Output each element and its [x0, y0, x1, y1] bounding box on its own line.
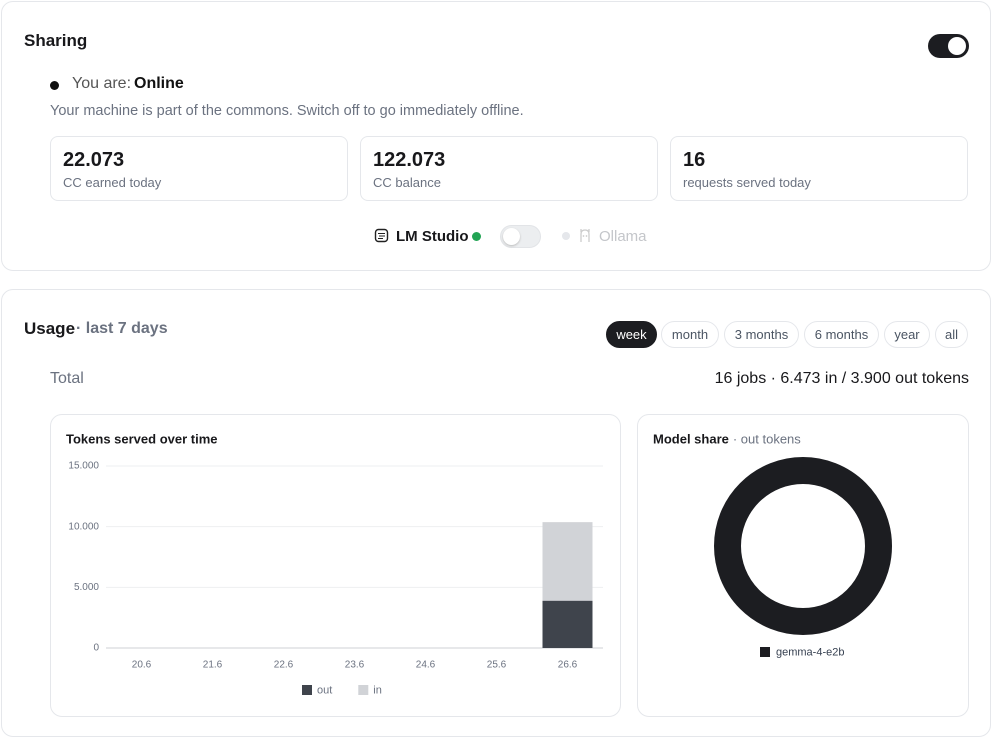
x-tick-label: 22.6 [274, 660, 294, 671]
backend-toggle[interactable] [500, 225, 541, 248]
total-summary: 16 jobs · 6.473 in / 3.900 out tokens [714, 370, 969, 387]
legend-swatch [358, 685, 369, 695]
legend-label: gemma-4-e2b [776, 646, 844, 658]
legend-label: in [373, 684, 382, 696]
x-tick-label: 26.6 [558, 660, 578, 671]
x-tick-label: 21.6 [203, 660, 223, 671]
stat-value: 22.073 [63, 149, 125, 171]
backend-dot [472, 232, 481, 241]
pie-slice [714, 457, 892, 635]
chart-title: Tokens served over time [66, 431, 218, 446]
status-dot [50, 81, 59, 90]
backend-dot [562, 232, 570, 240]
usage-period: · last 7 days [76, 320, 168, 337]
y-tick-label: 15.000 [68, 461, 99, 472]
range-pill[interactable]: month [661, 321, 719, 348]
stat-label: requests served today [683, 175, 811, 190]
stat-value: 122.073 [373, 149, 446, 171]
status-prefix: You are: [72, 75, 132, 92]
y-tick-label: 5.000 [74, 582, 99, 593]
sharing-title: Sharing [24, 31, 88, 50]
stat-card: 22.073 CC earned today [50, 136, 348, 201]
bar-segment [542, 600, 593, 648]
usage-title: Usage [24, 319, 76, 338]
legend-swatch [302, 685, 312, 695]
backend-name[interactable]: LM Studio [396, 228, 469, 245]
total-label: Total [50, 370, 84, 387]
ollama-icon [580, 229, 590, 242]
status: Online [134, 75, 184, 92]
lmstudio-icon [374, 228, 389, 243]
x-tick-label: 24.6 [416, 660, 436, 671]
x-tick-label: 23.6 [345, 660, 365, 671]
stat-label: CC balance [373, 175, 441, 190]
range-pill[interactable]: all [935, 321, 968, 348]
range-pill[interactable]: year [884, 321, 930, 348]
bar-card [50, 414, 621, 717]
y-tick-label: 0 [93, 643, 99, 654]
chart-title: Model share [653, 431, 729, 446]
range-pill[interactable]: 6 months [804, 321, 879, 348]
x-tick-label: 20.6 [132, 660, 152, 671]
stat-value: 16 [683, 149, 706, 171]
x-tick-label: 25.6 [487, 660, 507, 671]
stat-label: CC earned today [63, 175, 162, 190]
range-pill[interactable]: week [606, 321, 657, 348]
legend-swatch [760, 647, 770, 657]
description: Your machine is part of the commons. Swi… [50, 103, 524, 119]
legend-label: out [317, 684, 332, 696]
backend-name[interactable]: Ollama [599, 228, 647, 245]
bar-segment [542, 522, 593, 601]
chart-subtitle: · out tokens [733, 431, 801, 446]
range-pill[interactable]: 3 months [724, 321, 799, 348]
stat-card: 122.073 CC balance [360, 136, 658, 201]
stat-card: 16 requests served today [670, 136, 968, 201]
y-tick-label: 10.000 [68, 521, 99, 532]
sharing-toggle[interactable] [928, 34, 969, 58]
